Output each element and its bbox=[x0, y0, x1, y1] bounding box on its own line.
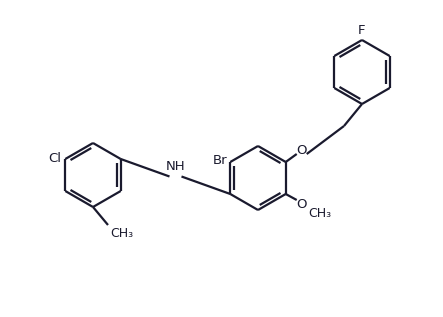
Text: O: O bbox=[296, 144, 307, 157]
Text: Cl: Cl bbox=[48, 152, 61, 165]
Text: CH₃: CH₃ bbox=[309, 207, 332, 220]
Text: NH: NH bbox=[166, 160, 185, 173]
Text: F: F bbox=[358, 24, 366, 37]
Text: O: O bbox=[296, 197, 307, 210]
Text: CH₃: CH₃ bbox=[110, 227, 133, 240]
Text: Br: Br bbox=[213, 153, 227, 166]
